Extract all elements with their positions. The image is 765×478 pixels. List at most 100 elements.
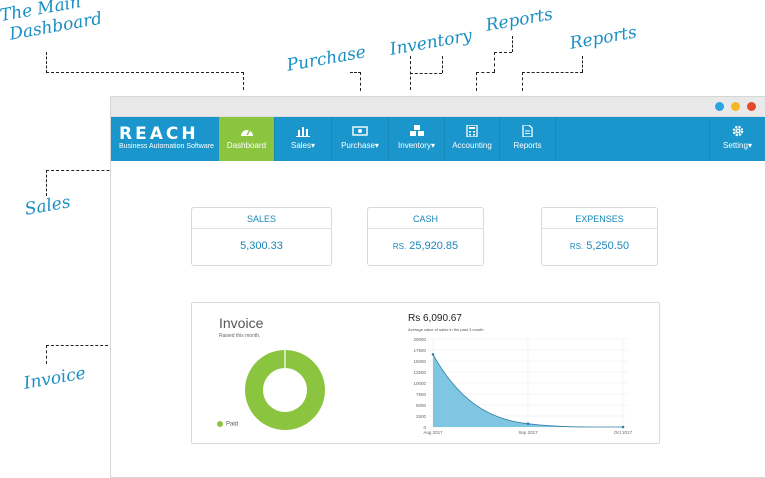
y-tick-label: 10000 [413, 381, 426, 386]
cash-value: 25,920.85 [409, 240, 459, 252]
x-tick-label: Oct 2017 [614, 430, 633, 435]
invoice-legend: Paid [217, 421, 238, 428]
window-titlebar [111, 97, 765, 117]
connector-reports-1c [494, 52, 512, 54]
invoice-legend-label: Paid [226, 421, 239, 428]
donut-slice-paid [244, 350, 325, 430]
expenses-card[interactable]: EXPENSES RS. 5,250.50 [541, 207, 658, 266]
nav-inventory-label: Inventory [398, 141, 431, 150]
connector-reports-1d [512, 36, 513, 52]
connector-reports-2 [522, 72, 583, 91]
gear-icon [732, 125, 743, 137]
nav-sales[interactable]: Sales▾ [275, 117, 331, 161]
window-maximize-dot[interactable] [731, 102, 740, 111]
expenses-card-value: RS. 5,250.50 [542, 229, 657, 264]
cash-card-label: CASH [368, 208, 483, 229]
brand-tagline: Business Automation Software [119, 143, 214, 150]
nav-divider [444, 117, 445, 161]
connector-inventory-3 [442, 56, 443, 73]
nav-purchase-label: Purchase [341, 141, 375, 150]
brand-name: REACH [119, 124, 199, 144]
data-point [431, 353, 435, 356]
cash-card-value: RS. 25,920.85 [368, 229, 483, 264]
nav-divider [499, 117, 500, 161]
y-tick-label: 2500 [416, 414, 427, 419]
nav-divider [331, 117, 332, 161]
nav-setting-label: Setting [723, 141, 748, 150]
area-fill [433, 354, 623, 428]
y-tick-label: 20000 [413, 337, 426, 342]
cubes-icon [409, 125, 424, 136]
chevron-down-icon: ▾ [747, 141, 752, 150]
expenses-value: 5,250.50 [586, 240, 630, 252]
chevron-down-icon: ▾ [430, 141, 435, 150]
annotation-main-dashboard: The Main Dashboard [0, 0, 104, 46]
bar-chart-icon [296, 127, 310, 137]
annotation-invoice: Invoice [22, 363, 88, 394]
paid-legend-swatch [217, 421, 223, 427]
connector-reports-2b [582, 56, 583, 72]
window-minimize-dot[interactable] [715, 102, 724, 111]
connector-purchase [350, 72, 361, 91]
y-tick-label: 0 [423, 425, 426, 430]
y-tick-label: 15000 [413, 359, 426, 364]
annotation-purchase: Purchase [285, 42, 368, 76]
sales-card-label: SALES [192, 208, 331, 229]
annotation-reports-2: Reports [568, 22, 639, 54]
nav-setting[interactable]: Setting▾ [710, 117, 765, 161]
nav-sales-label: Sales [290, 141, 311, 150]
cash-card[interactable]: CASH RS. 25,920.85 [367, 207, 484, 266]
nav-divider [388, 117, 389, 161]
money-bill-icon [352, 126, 368, 136]
expenses-card-label: EXPENSES [542, 208, 657, 229]
chevron-down-icon: ▾ [311, 141, 316, 150]
brand-logo[interactable]: REACH Business Automation Software [119, 126, 214, 151]
connector-reports-1 [476, 72, 495, 91]
document-icon [522, 125, 533, 137]
nav-dashboard-label: Dashboard [226, 141, 267, 150]
connector-dashboard [46, 52, 244, 73]
y-tick-label: 17500 [413, 348, 426, 353]
connector-sales-left [46, 170, 47, 196]
invoice-title: Invoice [219, 315, 264, 331]
calculator-icon [466, 125, 478, 137]
nav-divider [274, 117, 275, 161]
y-tick-label: 12500 [413, 370, 426, 375]
nav-reports[interactable]: Reports [500, 117, 555, 161]
annotation-inventory: Inventory [388, 25, 474, 60]
app-window: REACH Business Automation Software Dashb… [110, 96, 765, 478]
nav-dashboard[interactable]: Dashboard [219, 117, 274, 161]
nav-purchase[interactable]: Purchase▾ [332, 117, 388, 161]
sales-area-chart: 0 2500 5000 7500 10000 12500 15000 17500 20000 Au… [413, 337, 633, 435]
expenses-currency: RS. [569, 242, 584, 251]
sales-value: 5,300.33 [240, 240, 283, 252]
invoice-donut-chart [244, 350, 325, 430]
dashboard-gauge-icon [240, 129, 253, 136]
window-close-dot[interactable] [747, 102, 756, 111]
nav-accounting[interactable]: Accounting [445, 117, 499, 161]
nav-inventory[interactable]: Inventory▾ [389, 117, 444, 161]
invoice-subtitle: Raised this month. [219, 333, 261, 339]
sales-card[interactable]: SALES 5,300.33 [191, 207, 332, 266]
chart-caption: Average value of sales in the past 3 mon… [408, 327, 484, 332]
y-tick-label: 5000 [416, 403, 427, 408]
data-point [621, 425, 625, 429]
sales-card-value: 5,300.33 [192, 229, 331, 263]
nav-accounting-label: Accounting [452, 141, 492, 150]
annotation-reports-1: Reports [484, 4, 555, 36]
cash-currency: RS. [392, 242, 407, 251]
x-tick-label: Sep 2017 [518, 430, 538, 435]
y-tick-label: 7500 [416, 392, 427, 397]
connector-reports-1b [494, 52, 513, 72]
connector-inventory-2 [410, 73, 442, 75]
nav-divider [709, 117, 710, 161]
chart-amount: Rs 6,090.67 [408, 313, 462, 324]
nav-divider [555, 117, 556, 161]
connector-dashboard-down [243, 72, 244, 90]
invoice-panel: Invoice Raised this month. Paid Rs 6,090… [191, 302, 660, 444]
chevron-down-icon: ▾ [374, 141, 379, 150]
top-navbar: REACH Business Automation Software Dashb… [111, 117, 765, 161]
x-tick-label: Aug 2017 [423, 430, 443, 435]
nav-reports-label: Reports [513, 141, 542, 150]
annotation-sales: Sales [23, 192, 73, 220]
